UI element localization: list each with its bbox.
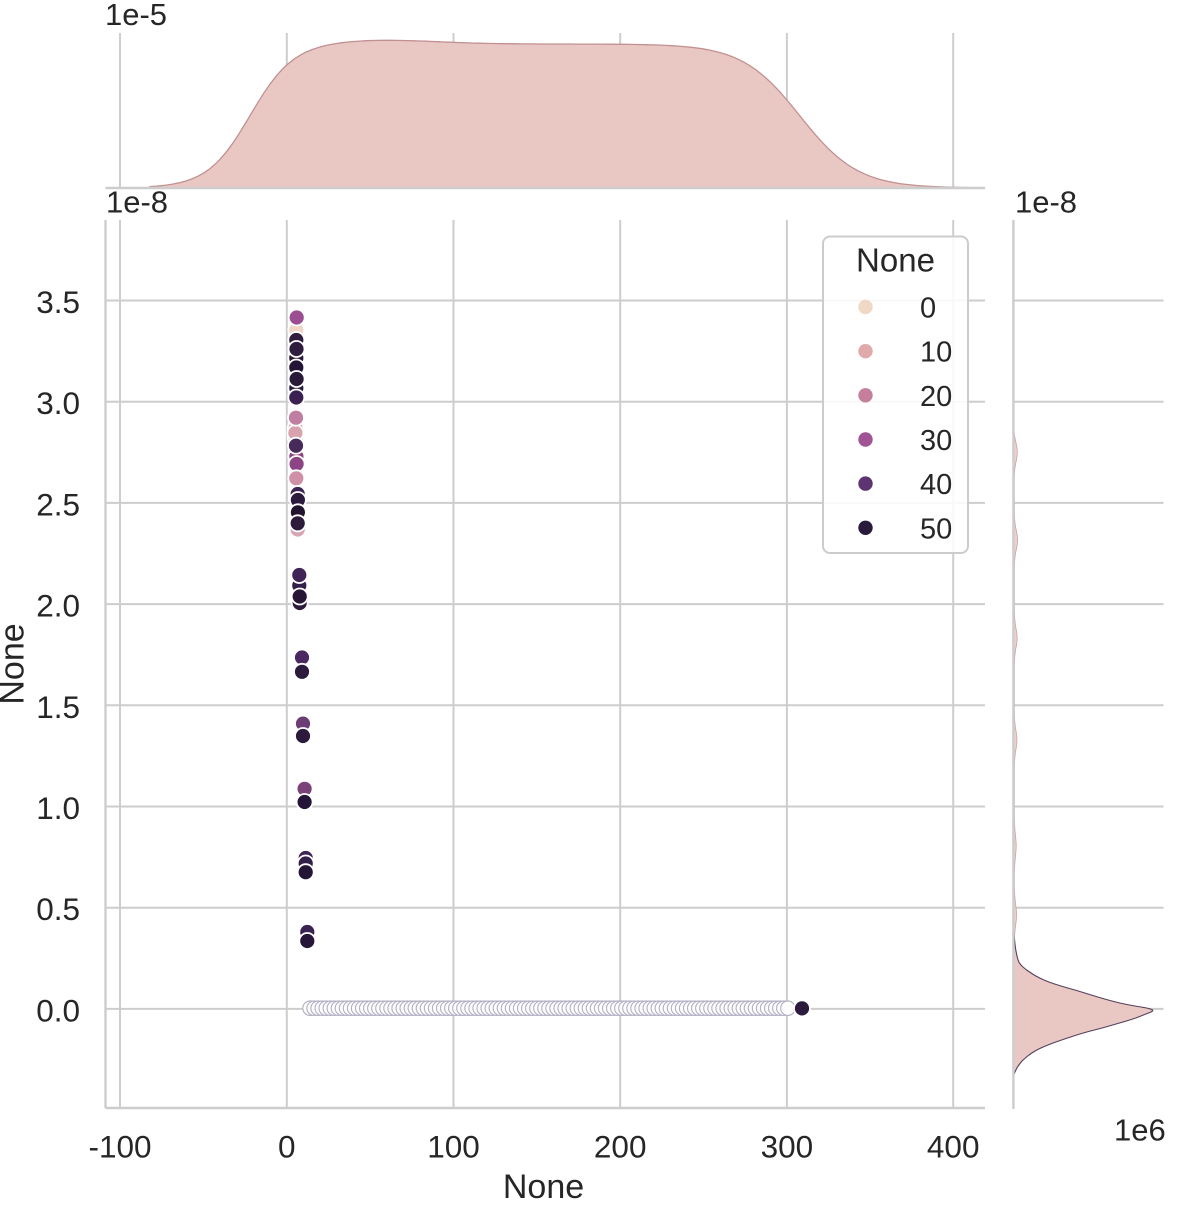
svg-text:400: 400 bbox=[927, 1129, 980, 1165]
svg-text:1.0: 1.0 bbox=[36, 790, 80, 826]
svg-text:1e-8: 1e-8 bbox=[106, 185, 168, 220]
svg-text:0: 0 bbox=[278, 1129, 296, 1165]
svg-text:1.5: 1.5 bbox=[36, 689, 80, 725]
svg-text:3.0: 3.0 bbox=[36, 385, 80, 421]
svg-text:1e6: 1e6 bbox=[1114, 1113, 1166, 1148]
svg-text:40: 40 bbox=[920, 469, 952, 501]
svg-text:0.5: 0.5 bbox=[36, 891, 80, 927]
svg-text:None: None bbox=[856, 242, 935, 279]
svg-text:100: 100 bbox=[427, 1129, 480, 1165]
svg-text:30: 30 bbox=[920, 425, 952, 457]
svg-text:0.0: 0.0 bbox=[36, 992, 80, 1028]
svg-text:2.5: 2.5 bbox=[36, 486, 80, 522]
svg-text:200: 200 bbox=[594, 1129, 647, 1165]
svg-text:1e-8: 1e-8 bbox=[1015, 185, 1077, 220]
svg-text:2.0: 2.0 bbox=[36, 588, 80, 624]
svg-text:0: 0 bbox=[920, 293, 936, 325]
svg-text:20: 20 bbox=[920, 381, 952, 413]
svg-text:-100: -100 bbox=[88, 1129, 151, 1165]
svg-text:50: 50 bbox=[920, 513, 952, 545]
svg-text:1e-5: 1e-5 bbox=[105, 0, 167, 32]
svg-text:300: 300 bbox=[761, 1129, 814, 1165]
svg-text:None: None bbox=[0, 623, 32, 704]
svg-text:10: 10 bbox=[920, 337, 952, 369]
svg-text:3.5: 3.5 bbox=[36, 284, 80, 320]
svg-text:None: None bbox=[503, 1168, 584, 1200]
